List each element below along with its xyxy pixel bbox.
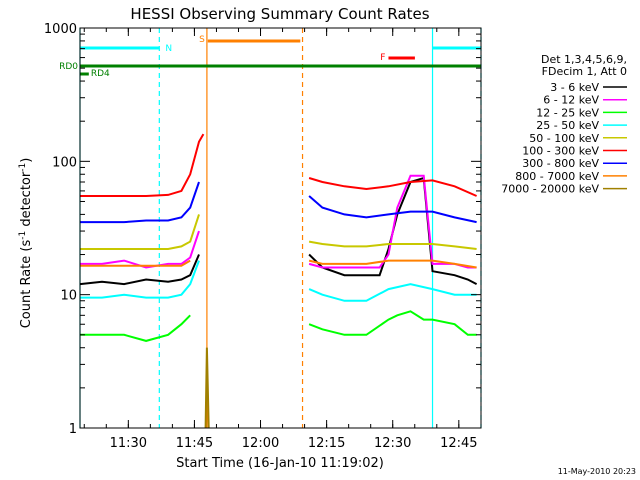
series-line-6-0 [80,181,200,224]
x-tick-label-5: 12:45 [440,436,477,451]
legend-label-2: 12 - 25 keV [536,106,599,119]
series-line-7-1 [308,259,477,269]
series-line-5-1 [308,177,478,197]
series-line-2-0 [80,314,191,342]
flag-label-0: N [165,44,172,54]
flag-label-4: RD4 [91,69,110,79]
series-lines [79,133,478,429]
legend-label-0: 3 - 6 keV [550,81,599,94]
series-line-3-1 [308,283,477,302]
series-line-0-1 [308,176,478,285]
series-line-3-0 [80,260,200,299]
series-line-7-0 [80,259,191,267]
x-tick-label-3: 12:15 [308,436,345,451]
y-tick-label-3: 1000 [44,22,77,37]
timestamp: 11-May-2010 20:23 [558,467,636,476]
y-tick-label-2: 100 [52,155,77,170]
y-tick-label-1: 10 [60,289,77,304]
legend-label-5: 100 - 300 keV [522,145,599,158]
x-tick-label-4: 12:30 [374,436,411,451]
y-label-main: Count Rate (s [19,240,34,329]
legend-header-0: Det 1,3,4,5,6,9, [541,53,627,66]
legend: Det 1,3,4,5,6,9,FDecim 1, Att 0 3 - 6 keV… [501,53,627,196]
series-line-8-0 [204,347,210,429]
y-label-sup2: -1 [18,163,28,172]
legend-label-4: 50 - 100 keV [529,132,599,145]
legend-label-3: 25 - 50 keV [536,119,599,132]
x-tick-label-2: 12:00 [242,436,279,451]
series-line-2-1 [308,310,477,336]
x-axis-label: Start Time (16-Jan-10 11:19:02) [176,456,384,471]
x-tick-label-1: 11:45 [176,436,213,451]
plot-frame [79,27,482,429]
flag-label-3: RD0 [59,62,78,72]
series-line-5-0 [80,133,205,197]
y-label-end: ) [19,158,34,163]
series-line-4-1 [308,240,477,250]
y-tick-label-0: 1 [69,422,77,437]
y-axis-label: Count Rate (s-1 detector-1) [18,158,34,329]
flag-bars: N S F RD0 RD4 [59,35,481,79]
flag-label-1: S [199,35,205,45]
legend-label-6: 300 - 800 keV [522,157,599,170]
legend-header-1: FDecim 1, Att 0 [542,65,627,78]
axes: 1 10 100 1000 11:30 11:45 12:00 12:15 12:30 12:45 [44,22,482,451]
legend-label-8: 7000 - 20000 keV [501,183,599,196]
series-line-6-1 [308,195,477,224]
legend-label-7: 800 - 7000 keV [515,170,599,183]
y-label-sup1: -1 [18,231,28,240]
series-line-1-1 [308,174,477,269]
y-label-mid: detector [19,171,34,231]
series-line-0-0 [79,254,200,286]
series-line-4-0 [80,214,200,250]
legend-label-1: 6 - 12 keV [543,94,599,107]
flag-label-2: F [380,53,385,63]
vertical-markers [79,28,482,428]
x-tick-label-0: 11:30 [110,436,147,451]
chart-title: HESSI Observing Summary Count Rates [130,5,429,23]
